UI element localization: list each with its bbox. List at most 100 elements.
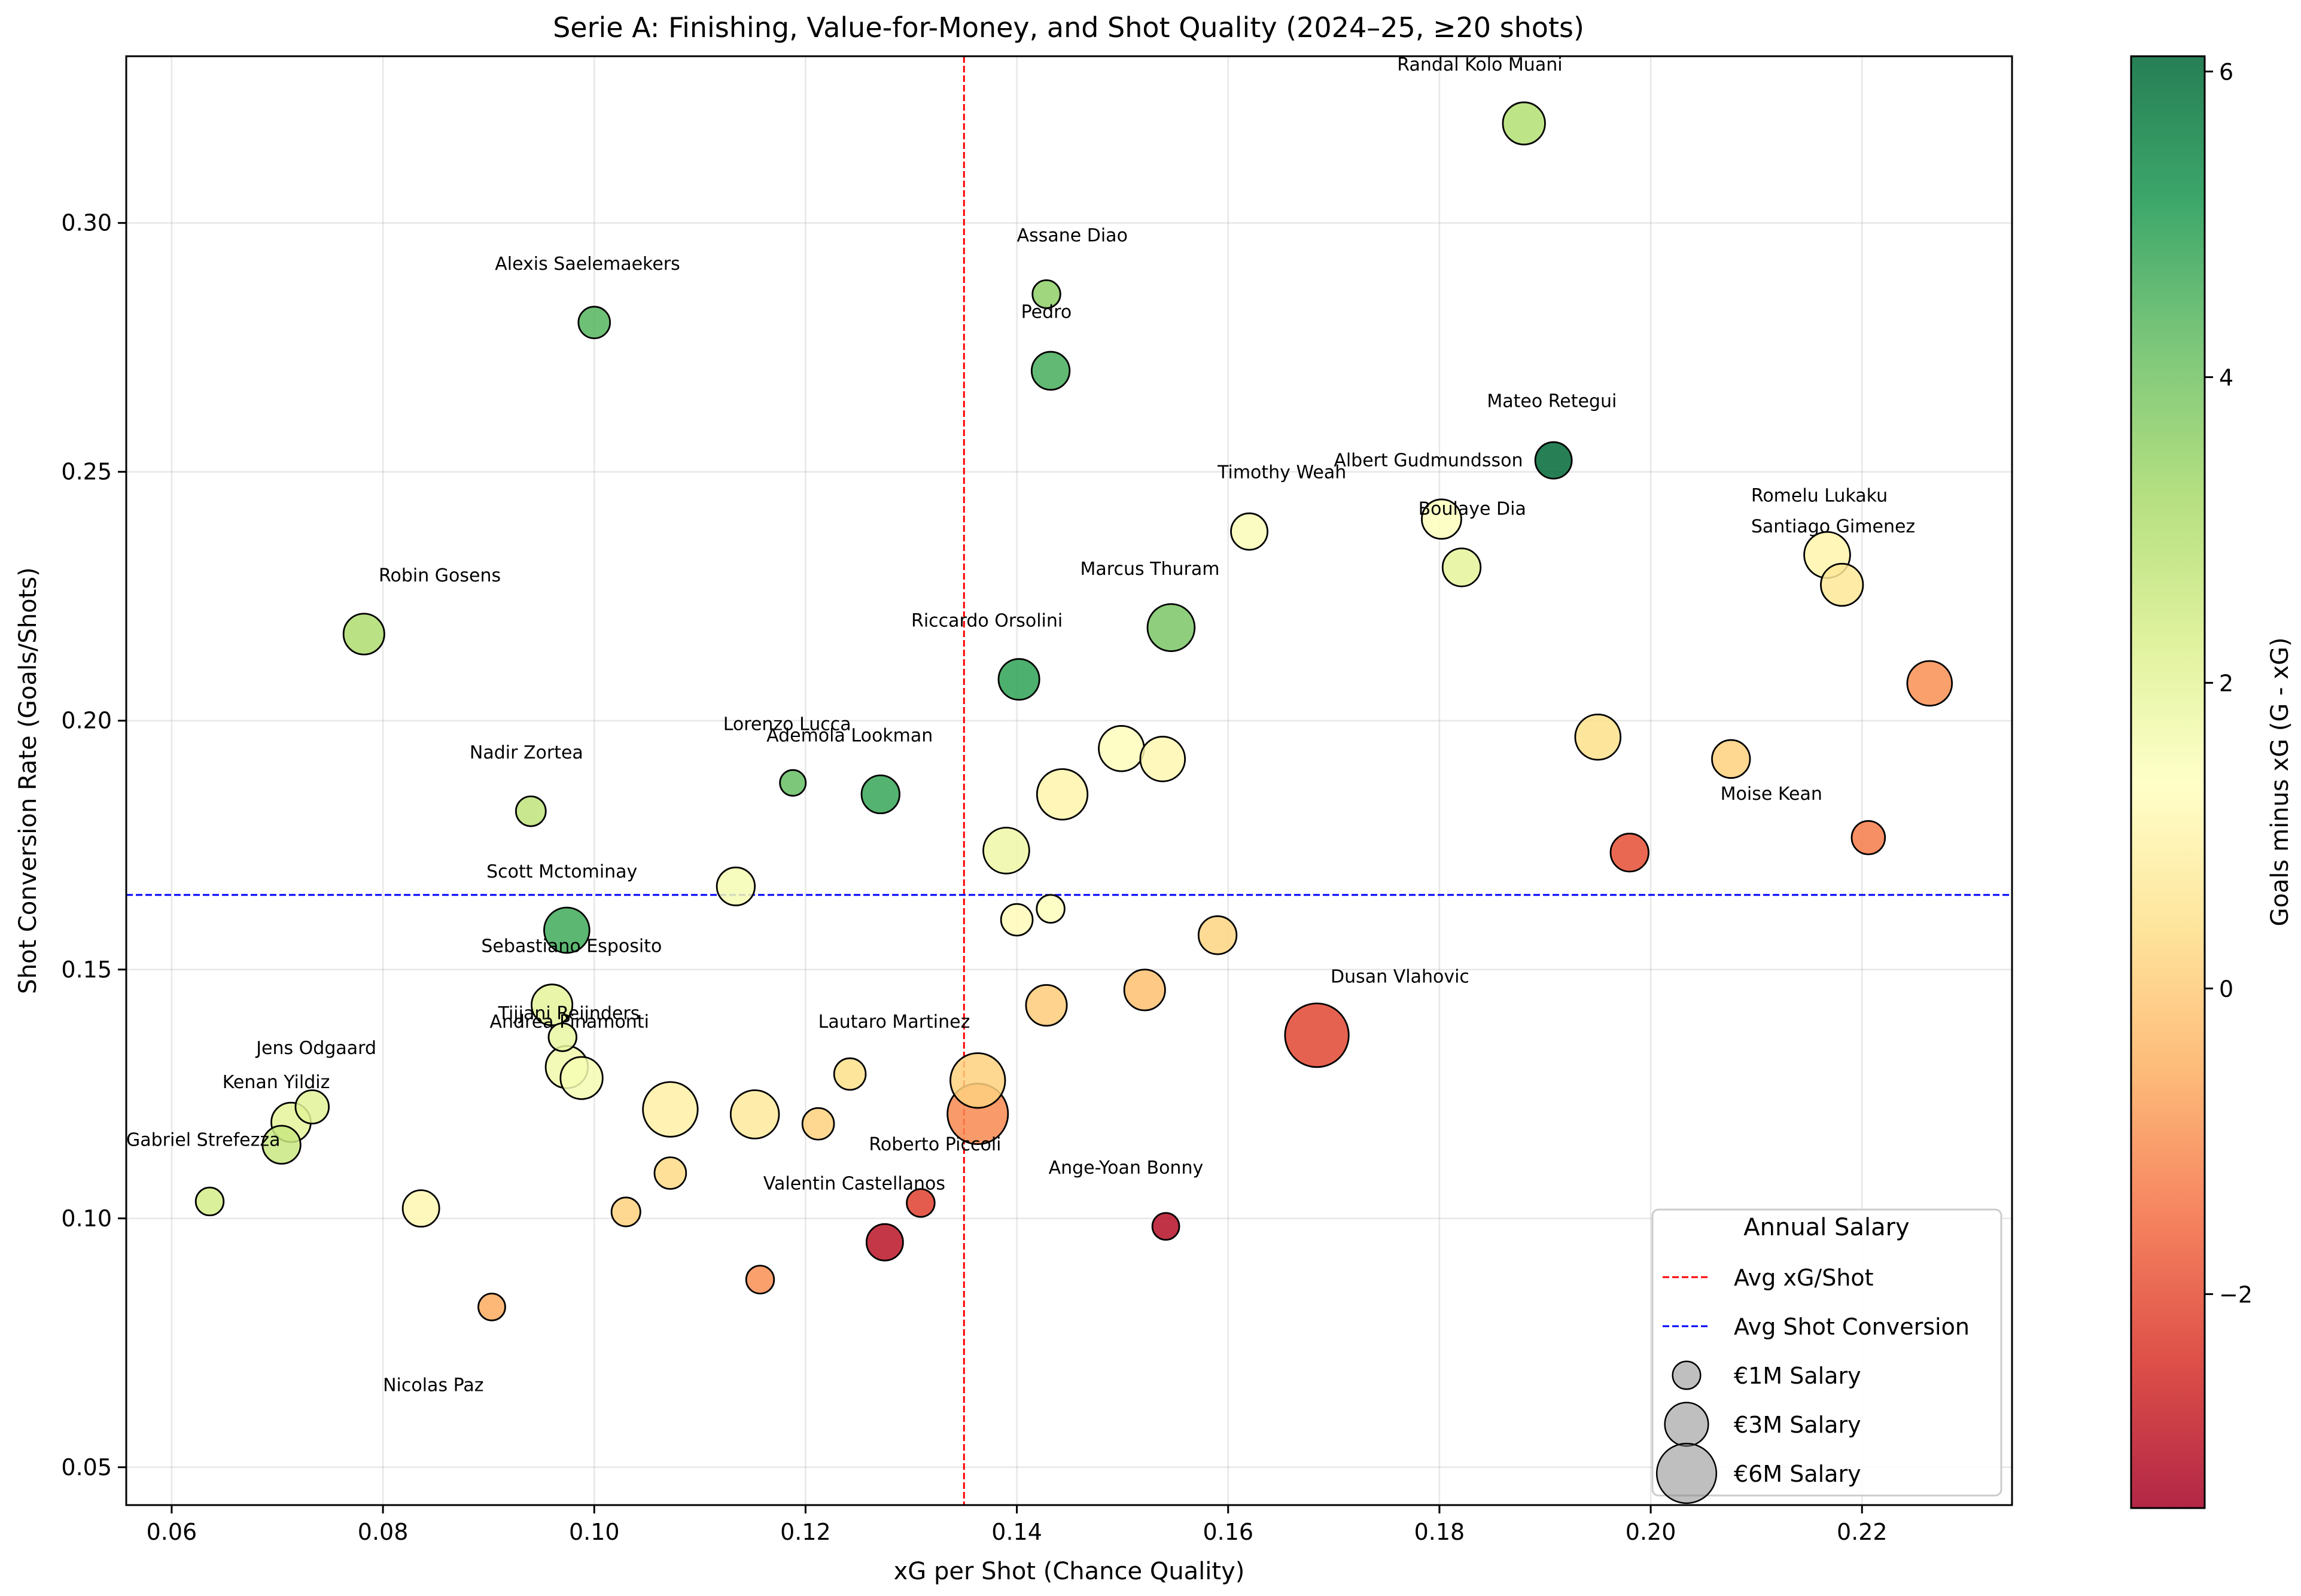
player-bubble xyxy=(1820,562,1864,607)
legend-bubble-swatch xyxy=(1672,1360,1702,1390)
player-bubble xyxy=(1151,1212,1180,1241)
legend-item-label: €1M Salary xyxy=(1734,1363,1861,1389)
player-label: Roberto Piccoli xyxy=(869,1134,1001,1155)
player-bubble xyxy=(1609,833,1649,873)
player-bubble xyxy=(1574,713,1622,761)
player-label: Valentin Castellanos xyxy=(763,1174,945,1195)
player-bubble xyxy=(1284,1002,1350,1068)
player-bubble xyxy=(982,827,1030,875)
player-bubble xyxy=(1441,547,1482,587)
player-bubble xyxy=(194,1186,225,1217)
player-bubble xyxy=(716,866,756,906)
player-label: Alexis Saelemaekers xyxy=(495,254,680,275)
x-tick-label: 0.16 xyxy=(1203,1519,1253,1545)
player-bubble xyxy=(997,658,1040,701)
player-label: Ademola Lookman xyxy=(766,726,933,747)
plot-frame xyxy=(125,55,2013,1506)
chart-title: Serie A: Finishing, Value-for-Money, and… xyxy=(553,11,1584,44)
x-tick-label: 0.22 xyxy=(1837,1519,1888,1545)
player-bubble xyxy=(1098,725,1145,772)
y-tick-label: 0.30 xyxy=(61,210,112,236)
reference-lines xyxy=(126,56,2012,1505)
player-bubble xyxy=(801,1107,835,1141)
legend-item-label: Avg xG/Shot xyxy=(1734,1265,1874,1291)
player-bubble xyxy=(1031,279,1061,309)
colorbar-tick-label: 0 xyxy=(2219,976,2233,1002)
player-label: Scott Mctominay xyxy=(486,861,637,882)
legend-item-label: €3M Salary xyxy=(1734,1412,1861,1438)
player-label: Mateo Retegui xyxy=(1487,391,1617,412)
player-label: Boulaye Dia xyxy=(1419,498,1526,519)
player-bubble xyxy=(1230,512,1268,551)
player-bubble xyxy=(531,983,574,1027)
x-tick-label: 0.20 xyxy=(1626,1519,1676,1545)
x-tick-label: 0.06 xyxy=(147,1519,197,1545)
player-bubble xyxy=(1421,498,1462,540)
player-bubble xyxy=(261,1125,302,1165)
player-label: Andrea Pinamonti xyxy=(489,1012,649,1032)
player-label: Santiago Gimenez xyxy=(1751,516,1915,537)
player-bubble xyxy=(729,1089,780,1140)
player-bubble xyxy=(906,1188,936,1218)
player-bubble xyxy=(547,1022,577,1052)
player-bubble xyxy=(653,1156,687,1190)
player-bubble xyxy=(515,795,547,827)
x-axis-label: xG per Shot (Chance Quality) xyxy=(894,1558,1245,1585)
y-tick-label: 0.05 xyxy=(61,1454,112,1481)
legend: Annual Salary Avg xG/Shot Avg Shot Conver… xyxy=(1651,1208,2002,1504)
player-label: Jens Odgaard xyxy=(255,1038,376,1059)
player-bubble xyxy=(865,1223,904,1262)
player-label: Nicolas Paz xyxy=(383,1375,483,1396)
player-label: Robin Gosens xyxy=(379,565,501,586)
x-tick-label: 0.08 xyxy=(358,1519,409,1545)
point-labels: Randal Kolo Muani Assane Diao Pedro Alexis … xyxy=(126,54,1915,1396)
legend-item-label: Avg Shot Conversion xyxy=(1734,1314,1970,1340)
legend-box xyxy=(1651,1208,2002,1497)
player-label: Ange-Yoan Bonny xyxy=(1049,1158,1204,1178)
y-axis-label: Shot Conversion Rate (Goals/Shots) xyxy=(14,567,42,994)
player-label: Assane Diao xyxy=(1017,226,1128,246)
player-label: Moise Kean xyxy=(1721,784,1822,805)
player-bubble xyxy=(1036,894,1066,924)
player-bubble xyxy=(294,1089,330,1125)
colorbar: −2 0 2 4 6 Goals minus xG (G - xG) xyxy=(2130,55,2294,1509)
player-label: Lorenzo Lucca xyxy=(723,714,851,735)
player-label: Pedro xyxy=(1021,302,1072,323)
player-bubble xyxy=(1906,660,1953,707)
player-bubble xyxy=(1502,101,1546,145)
player-label: Randal Kolo Muani xyxy=(1397,54,1562,75)
y-tick-label: 0.25 xyxy=(61,459,112,485)
player-bubble xyxy=(1000,903,1034,937)
player-label: Tijjani Reijnders xyxy=(498,1003,640,1024)
player-label: Albert Gudmundsson xyxy=(1334,450,1523,471)
player-bubble xyxy=(1534,441,1573,480)
x-tick-label: 0.18 xyxy=(1414,1519,1465,1545)
player-bubble xyxy=(1197,915,1238,955)
player-bubble xyxy=(577,306,611,339)
x-tick-label: 0.14 xyxy=(991,1519,1042,1545)
player-bubble xyxy=(833,1057,867,1091)
player-bubble xyxy=(610,1196,641,1228)
colorbar-tick-label: 2 xyxy=(2219,670,2233,696)
player-label: Romelu Lukaku xyxy=(1751,486,1888,507)
player-bubble xyxy=(559,1056,604,1100)
player-label: Marcus Thuram xyxy=(1081,559,1220,580)
player-bubble xyxy=(779,769,807,797)
player-bubble xyxy=(1850,820,1886,855)
player-bubble xyxy=(745,1265,775,1295)
player-bubble xyxy=(860,774,900,815)
player-label: Lautaro Martinez xyxy=(818,1012,970,1032)
player-bubble xyxy=(1146,603,1196,652)
player-bubble xyxy=(543,906,591,954)
legend-bubble-swatch xyxy=(1664,1402,1709,1447)
player-bubble xyxy=(949,1052,1006,1109)
legend-title: Annual Salary xyxy=(1743,1214,1909,1241)
y-tick-label: 0.20 xyxy=(61,708,112,734)
x-tick-label: 0.12 xyxy=(780,1519,831,1545)
player-bubble xyxy=(1711,739,1751,779)
x-tick-label: 0.10 xyxy=(569,1519,620,1545)
player-bubble xyxy=(1036,768,1089,821)
player-label: Nadir Zortea xyxy=(470,742,583,763)
player-bubble xyxy=(642,1081,699,1138)
